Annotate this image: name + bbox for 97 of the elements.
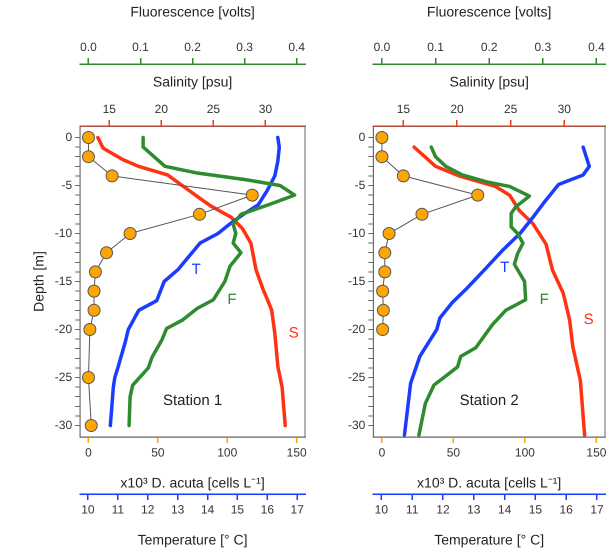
point <box>378 246 392 260</box>
y-tick-label: -20 <box>54 322 72 336</box>
series-label: S <box>288 324 299 342</box>
x2-tick-label: 0.3 <box>236 40 254 54</box>
x-axis-title: x10³ D. acuta [cells L⁻¹] <box>417 474 562 490</box>
point <box>375 150 388 164</box>
series-label: F <box>227 290 237 308</box>
x-tick-label: 10 <box>374 502 388 517</box>
point <box>106 169 119 182</box>
point <box>376 322 390 336</box>
x-tick-label: 12 <box>141 502 155 517</box>
y-tick-label: -30 <box>54 418 72 432</box>
point <box>83 322 96 336</box>
x2-tick-label: 0.3 <box>534 40 552 54</box>
x2-tick-label: 0.2 <box>480 40 498 54</box>
x2-tick-label: 25 <box>504 102 518 116</box>
y-tick-label: -5 <box>354 178 366 192</box>
x-tick-label: 16 <box>260 502 274 517</box>
point <box>84 418 98 432</box>
x2-tick-label: 25 <box>206 102 220 116</box>
y-tick-label: -15 <box>54 274 72 288</box>
x-tick-label: 100 <box>217 446 238 460</box>
x2-tick-label: 0.1 <box>427 40 444 54</box>
y-tick-label: -10 <box>54 226 72 240</box>
x-tick-label: 10 <box>81 502 95 517</box>
x-axis-title: Temperature [° C] <box>434 531 544 548</box>
x-tick-label: 0 <box>85 446 92 460</box>
x-tick-label: 16 <box>560 502 574 517</box>
x2-axis-title: Salinity [psu] <box>449 73 529 90</box>
x-tick-label: 0 <box>378 446 386 460</box>
x-tick-label: 11 <box>406 502 419 517</box>
point <box>246 188 259 202</box>
point <box>396 169 410 182</box>
x2-tick-label: 20 <box>154 102 168 116</box>
x2-tick-label: 20 <box>450 102 464 116</box>
annotation: Station 1 <box>162 392 222 410</box>
y-tick-label: 0 <box>65 130 72 144</box>
x-tick-label: 17 <box>590 502 604 517</box>
x-axis-title: Temperature [° C] <box>138 531 248 548</box>
x-tick-label: 50 <box>151 446 165 460</box>
x2-axis-title: Fluorescence [volts] <box>426 3 552 20</box>
x2-tick-label: 30 <box>558 102 572 116</box>
x2-tick-label: 15 <box>396 102 410 116</box>
x-tick-label: 15 <box>230 502 244 517</box>
x2-tick-label: 0.4 <box>588 40 606 54</box>
point <box>124 227 137 240</box>
x-tick-label: 15 <box>528 502 542 517</box>
x-tick-label: 150 <box>286 446 308 460</box>
point <box>82 131 95 144</box>
x2-tick-label: 0.1 <box>132 40 150 54</box>
point <box>415 208 428 221</box>
annotation: Station 2 <box>460 392 519 410</box>
point <box>88 304 101 317</box>
x2-tick-label: 0.0 <box>80 40 98 54</box>
series-label: T <box>192 261 201 278</box>
x-axis-title: x10³ D. acuta [cells L⁻¹] <box>120 474 265 490</box>
y-tick-label: -25 <box>348 370 366 384</box>
x2-tick-label: 0.4 <box>288 40 306 54</box>
y-tick-label: -25 <box>54 370 72 384</box>
x-tick-label: 13 <box>467 502 481 517</box>
x-tick-label: 50 <box>446 446 460 460</box>
y-tick-label: -15 <box>348 274 366 288</box>
x-tick-label: 12 <box>436 502 450 517</box>
y-tick-label: 0 <box>358 130 366 144</box>
y-tick-label: -30 <box>348 418 366 432</box>
point <box>193 208 206 221</box>
point <box>378 265 392 278</box>
x2-axis-title: Salinity [psu] <box>152 73 232 90</box>
x2-tick-label: 30 <box>258 102 272 116</box>
point <box>471 188 484 202</box>
series-label: T <box>500 259 510 276</box>
point <box>82 150 95 164</box>
x2-tick-label: 0.2 <box>184 40 202 54</box>
y-axis-title: Depth [m] <box>30 251 46 312</box>
point <box>100 246 114 260</box>
point <box>382 227 396 240</box>
point <box>376 284 390 298</box>
x2-axis-title: Fluorescence [volts] <box>130 3 255 20</box>
point <box>376 304 390 317</box>
x-tick-label: 11 <box>112 502 124 517</box>
x2-tick-label: 0.0 <box>374 40 391 54</box>
x-tick-label: 14 <box>200 502 215 517</box>
x-tick-label: 100 <box>514 446 536 460</box>
point <box>82 370 95 384</box>
point <box>88 265 102 278</box>
x-tick-label: 13 <box>170 502 185 517</box>
series-label: S <box>584 311 594 328</box>
series-label: F <box>540 290 549 308</box>
point <box>88 284 101 298</box>
x-tick-label: 150 <box>586 446 607 460</box>
point <box>375 131 388 144</box>
x2-tick-label: 15 <box>102 102 116 116</box>
y-tick-label: -20 <box>348 322 366 336</box>
y-tick-label: -10 <box>348 226 366 240</box>
x-tick-label: 14 <box>498 502 512 517</box>
x-tick-label: 17 <box>290 502 304 517</box>
y-tick-label: -5 <box>61 178 72 192</box>
